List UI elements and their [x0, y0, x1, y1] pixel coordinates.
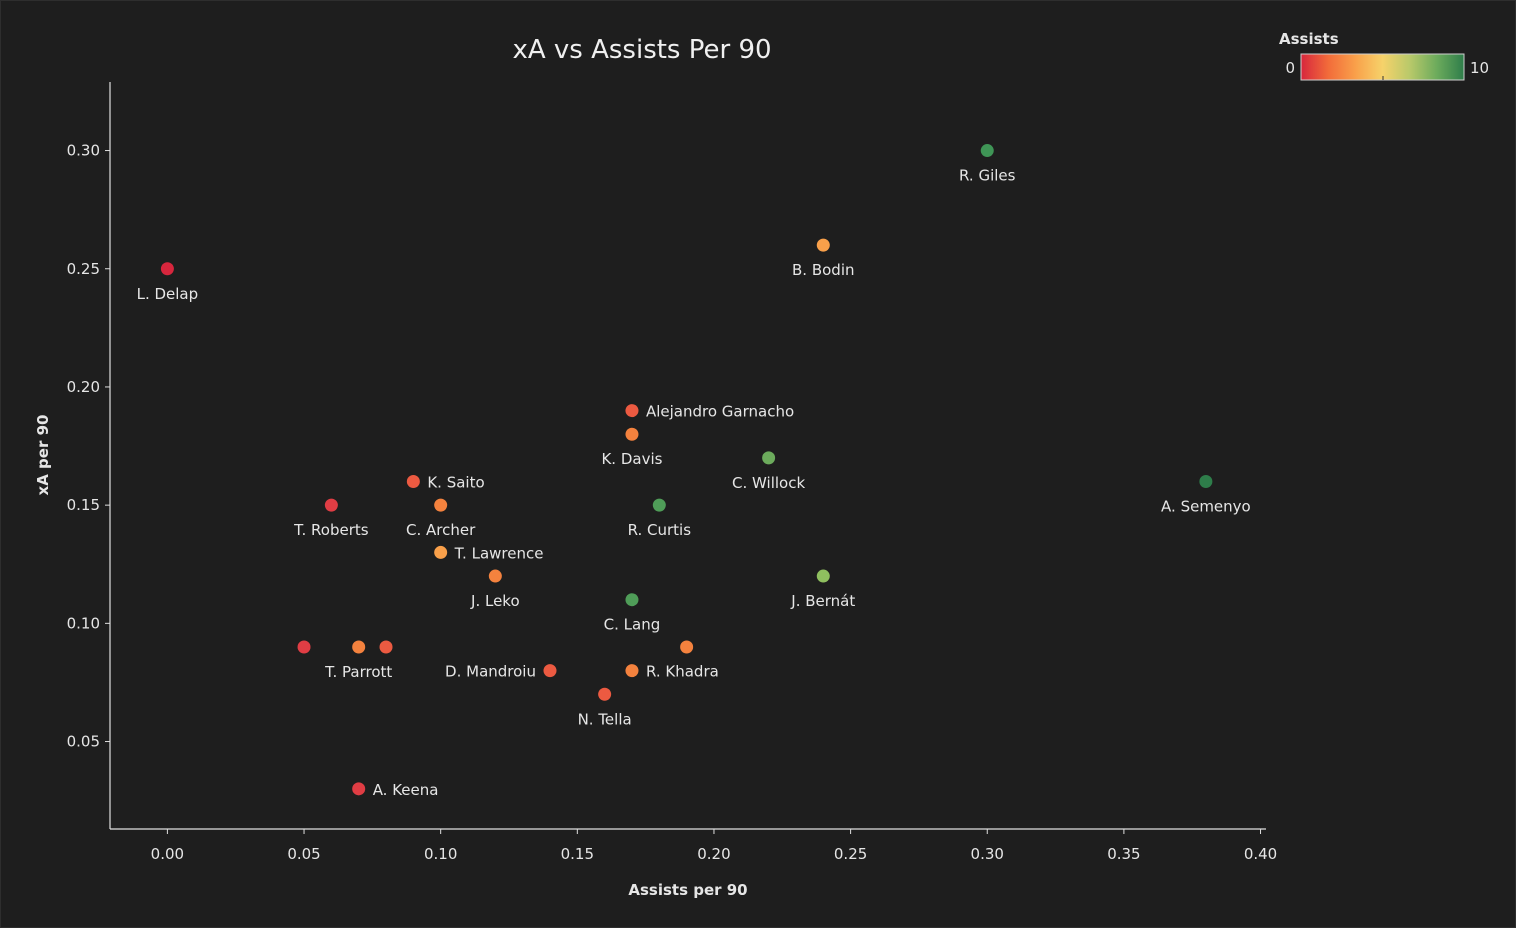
data-point-label: N. Tella [578, 710, 632, 728]
y-tick-label: 0.15 [67, 496, 100, 514]
data-point-label: J. Bernát [790, 592, 855, 610]
x-tick-label: 0.25 [834, 845, 867, 863]
data-point[interactable] [297, 640, 311, 654]
y-tick-label: 0.20 [67, 378, 100, 396]
y-tick-label: 0.25 [67, 260, 100, 278]
data-point[interactable] [652, 498, 666, 512]
data-point[interactable] [488, 569, 502, 583]
data-labels: R. Giles B. Bodin L. Delap Alejandro Garnac… [137, 167, 1251, 799]
data-point-label: B. Bodin [792, 261, 855, 279]
legend-max-label: 10 [1470, 59, 1489, 77]
x-tick-label: 0.00 [151, 845, 184, 863]
data-point[interactable] [434, 545, 448, 559]
legend-title: Assists [1279, 30, 1339, 48]
x-tick-label: 0.20 [697, 845, 730, 863]
data-point-label: A. Keena [373, 781, 439, 799]
x-tick-label: 0.15 [561, 845, 594, 863]
data-point[interactable] [980, 144, 994, 158]
data-point[interactable] [625, 427, 639, 441]
data-point-label: C. Lang [604, 616, 661, 634]
y-axis-ticks: 0.05 0.10 0.15 0.20 0.25 0.30 [67, 142, 110, 751]
data-point[interactable] [379, 640, 393, 654]
data-point[interactable] [680, 640, 694, 654]
x-tick-label: 0.40 [1244, 845, 1277, 863]
x-tick-label: 0.05 [287, 845, 320, 863]
color-legend: Assists 0 10 [1279, 30, 1489, 81]
legend-color-ramp [1300, 53, 1465, 81]
data-point-label: T. Roberts [293, 521, 369, 539]
data-point-label: R. Khadra [646, 663, 719, 681]
x-axis-title: Assists per 90 [628, 881, 747, 899]
data-point-label: K. Saito [427, 474, 484, 492]
data-point[interactable] [352, 782, 366, 796]
data-point[interactable] [625, 593, 639, 607]
data-point-label: D. Mandroiu [445, 663, 536, 681]
data-point-label: C. Archer [406, 521, 476, 539]
chart-title: xA vs Assists Per 90 [512, 35, 771, 65]
y-tick-label: 0.05 [67, 733, 100, 751]
data-point[interactable] [160, 262, 174, 276]
data-points [160, 144, 1213, 796]
data-point[interactable] [816, 569, 830, 583]
x-tick-label: 0.30 [971, 845, 1004, 863]
y-tick-label: 0.30 [67, 142, 100, 160]
x-tick-label: 0.35 [1107, 845, 1140, 863]
data-point[interactable] [1199, 475, 1213, 489]
data-point-label: A. Semenyo [1161, 498, 1251, 516]
data-point-label: C. Willock [732, 474, 805, 492]
data-point-label: Alejandro Garnacho [646, 403, 794, 421]
data-point[interactable] [762, 451, 776, 465]
data-point[interactable] [816, 238, 830, 252]
data-point[interactable] [352, 640, 366, 654]
data-point[interactable] [324, 498, 338, 512]
data-point-label: R. Curtis [628, 521, 692, 539]
y-tick-label: 0.10 [67, 614, 100, 632]
axes [109, 82, 1266, 830]
data-point[interactable] [625, 664, 639, 678]
data-point-label: R. Giles [959, 167, 1016, 185]
data-point-label: K. Davis [601, 450, 662, 468]
data-point[interactable] [543, 664, 557, 678]
x-tick-label: 0.10 [424, 845, 457, 863]
data-point[interactable] [434, 498, 448, 512]
data-point-label: L. Delap [137, 285, 199, 303]
data-point-label: T. Lawrence [454, 544, 544, 562]
data-point-label: T. Parrott [324, 663, 392, 681]
data-point[interactable] [625, 404, 639, 418]
legend-min-label: 0 [1285, 59, 1295, 77]
x-axis-ticks: 0.00 0.05 0.10 0.15 0.20 0.25 0.30 0.35 0.40 [151, 829, 1277, 863]
data-point[interactable] [598, 687, 612, 701]
data-point-label: J. Leko [470, 592, 520, 610]
data-point[interactable] [406, 475, 420, 489]
y-axis-title: xA per 90 [34, 415, 52, 496]
